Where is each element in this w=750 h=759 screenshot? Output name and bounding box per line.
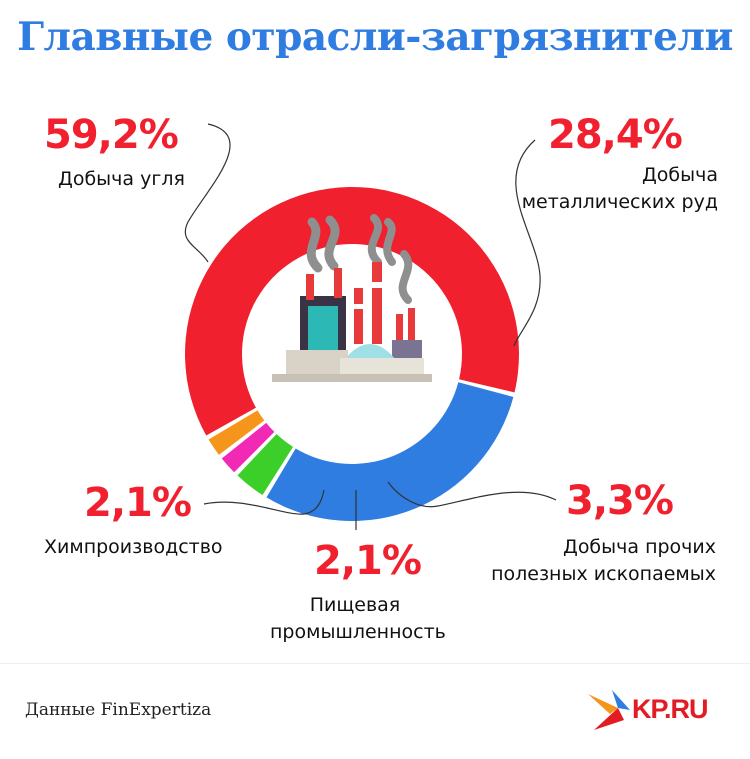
leader-line-coal	[184, 123, 231, 263]
donut-slice-other-minerals	[237, 434, 294, 495]
kp-ru-logo: KP.RU	[632, 694, 709, 724]
category-label-metal: Добыча металлических руд	[521, 164, 718, 213]
donut-slice-chemical	[208, 410, 265, 455]
category-label-coal: Добыча угля	[58, 168, 185, 190]
value-label-coal: 59,2%	[44, 112, 179, 158]
leader-lines	[184, 123, 557, 530]
footer-divider	[0, 663, 750, 664]
factory-illustration	[272, 214, 432, 382]
donut-slice-metal	[266, 382, 514, 521]
chart-title: Главные отрасли-загрязнители	[17, 14, 733, 60]
donut-slice-coal	[185, 187, 520, 436]
value-label-metal: 28,4%	[548, 112, 683, 158]
value-label-food: 2,1%	[314, 538, 422, 584]
category-label-other-minerals: Добыча прочих полезных ископаемых	[491, 536, 716, 585]
leader-line-metal	[513, 139, 541, 347]
value-label-chemical: 2,1%	[84, 480, 192, 526]
donut-slice-food	[221, 422, 275, 473]
donut-slices	[185, 187, 520, 521]
kp-bird-logo-icon	[588, 690, 630, 730]
leader-line-other-minerals	[387, 481, 557, 508]
value-label-other-minerals: 3,3%	[566, 478, 674, 524]
category-label-food: Пищевая промышленность	[270, 594, 446, 643]
leader-line-chemical	[203, 489, 325, 515]
source-note: Данные FinExpertiza	[25, 700, 212, 720]
category-label-chemical: Химпроизводство	[44, 536, 223, 558]
